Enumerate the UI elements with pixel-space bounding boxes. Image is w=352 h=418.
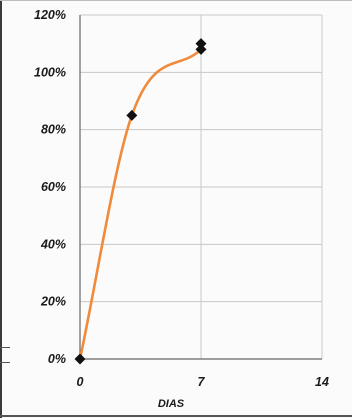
trend-curve-layer <box>78 48 203 361</box>
x-tick-labels: 0 7 14 <box>77 375 329 389</box>
left-frame-line <box>0 0 2 418</box>
trend-curve <box>78 48 203 361</box>
x-axis-title: DIAS <box>158 398 185 410</box>
gridlines <box>80 14 323 359</box>
y-tick-label: 0% <box>48 352 66 366</box>
left-table-stub-2 <box>0 362 10 363</box>
y-tick-label: 20% <box>40 295 66 309</box>
y-tick-label: 80% <box>41 123 66 137</box>
top-frame-line <box>0 0 352 1</box>
y-tick-label: 60% <box>41 180 66 194</box>
y-tick-labels: 0% 20% 40% 60% 80% 100% 120% <box>34 8 66 366</box>
data-point-marker <box>126 109 138 121</box>
y-tick-label: 100% <box>34 65 66 79</box>
data-point-marker <box>195 43 207 55</box>
left-table-stub <box>0 347 10 348</box>
x-tick-label: 0 <box>77 375 84 389</box>
data-point-marker <box>74 353 86 365</box>
axes <box>79 15 322 360</box>
data-markers <box>74 38 207 365</box>
x-tick-label: 14 <box>315 375 329 389</box>
y-tick-label: 40% <box>40 237 66 251</box>
x-tick-label: 7 <box>198 375 206 389</box>
data-point-marker <box>195 38 207 50</box>
y-tick-label: 120% <box>34 8 66 22</box>
bottom-frame-line <box>0 415 352 417</box>
